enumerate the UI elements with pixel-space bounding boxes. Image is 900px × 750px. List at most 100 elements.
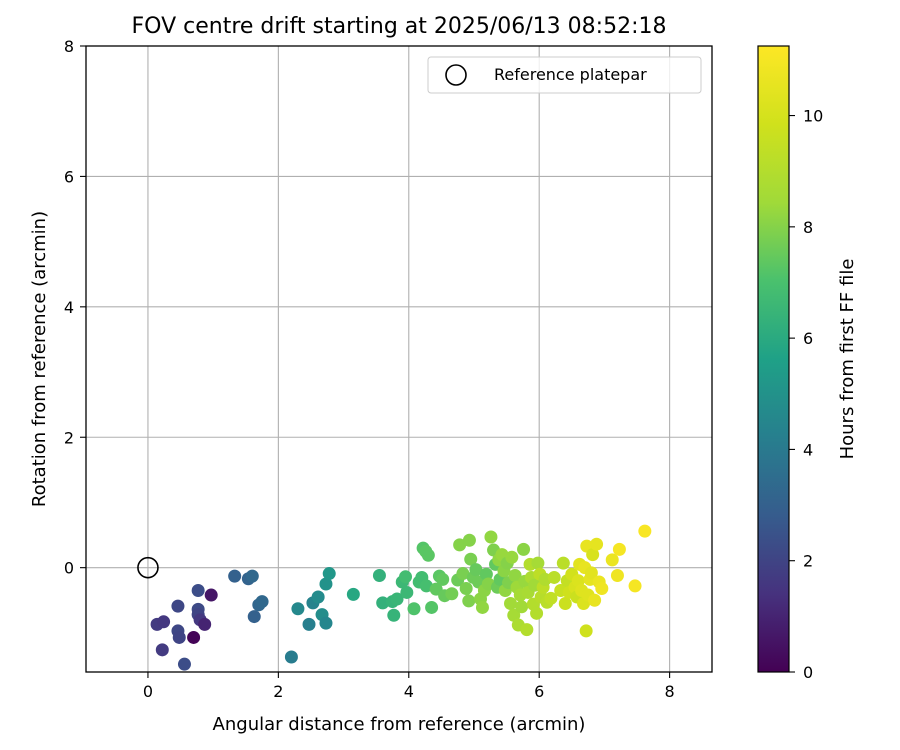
data-point-94 xyxy=(531,556,545,570)
data-point-24 xyxy=(311,590,325,604)
data-point-120 xyxy=(586,548,600,562)
data-point-125 xyxy=(605,553,619,567)
y-tick-label-1: 2 xyxy=(64,428,74,447)
data-point-52 xyxy=(453,538,467,552)
colorbar: 0 2 4 6 8 10 Hours from first FF file xyxy=(757,45,858,682)
plot-frame xyxy=(85,45,713,673)
data-point-16 xyxy=(245,569,259,583)
data-point-34 xyxy=(390,592,404,606)
data-point-62 xyxy=(475,600,489,614)
data-point-36 xyxy=(399,570,413,584)
data-point-122 xyxy=(590,537,604,551)
data-point-3 xyxy=(171,599,185,613)
data-point-93 xyxy=(530,606,544,620)
data-point-19 xyxy=(255,595,269,609)
data-point-5 xyxy=(172,630,186,644)
x-tick-label-2: 4 xyxy=(404,682,414,701)
legend-marker xyxy=(445,64,467,86)
data-point-56 xyxy=(462,533,476,547)
data-point-38 xyxy=(407,602,421,616)
data-point-45 xyxy=(425,600,439,614)
data-point-48 xyxy=(436,572,450,586)
colorbar-tick-label-4: 8 xyxy=(803,218,813,237)
colorbar-ticks: 0 2 4 6 8 10 xyxy=(789,107,823,682)
data-point-66 xyxy=(484,530,498,544)
data-point-27 xyxy=(319,577,333,591)
chart-title: FOV centre drift starting at 2025/06/13 … xyxy=(132,14,667,39)
data-point-64 xyxy=(479,567,493,581)
data-point-126 xyxy=(610,568,624,582)
data-point-124 xyxy=(595,582,609,596)
legend-entry: Reference platepar xyxy=(494,65,647,84)
data-point-50 xyxy=(445,587,459,601)
data-point-30 xyxy=(372,568,386,582)
data-point-104 xyxy=(558,597,572,611)
data-point-121 xyxy=(588,593,602,607)
x-tick-label-3: 6 xyxy=(534,682,544,701)
data-point-12 xyxy=(198,617,212,631)
y-tick-label-0: 0 xyxy=(64,559,74,578)
data-point-77 xyxy=(504,597,518,611)
data-point-2 xyxy=(155,643,169,657)
data-point-29 xyxy=(346,587,360,601)
data-point-28 xyxy=(322,567,336,581)
colorbar-tick-label-1: 2 xyxy=(803,552,813,571)
x-axis-label: Angular distance from reference (arcmin) xyxy=(213,714,586,735)
data-point-79 xyxy=(507,608,521,622)
data-point-80 xyxy=(508,568,522,582)
data-point-103 xyxy=(556,556,570,570)
data-point-127 xyxy=(612,542,626,556)
data-point-57 xyxy=(464,552,478,566)
legend-box xyxy=(427,56,702,94)
reference-platepar-marker xyxy=(137,556,159,579)
data-point-31 xyxy=(376,596,390,610)
data-point-14 xyxy=(228,569,242,583)
data-point-84 xyxy=(515,600,529,614)
x-tick-label-4: 8 xyxy=(665,682,675,701)
data-point-110 xyxy=(571,574,585,588)
x-axis-ticks: 0 2 4 6 8 xyxy=(143,672,675,701)
data-point-53 xyxy=(456,567,470,581)
data-point-37 xyxy=(400,585,414,599)
colorbar-gradient xyxy=(757,45,790,673)
data-point-26 xyxy=(319,616,333,630)
data-point-115 xyxy=(579,624,593,638)
x-tick-label-0: 0 xyxy=(143,682,153,701)
colorbar-tick-label-0: 0 xyxy=(803,663,813,682)
x-tick-label-1: 2 xyxy=(273,682,283,701)
y-axis-ticks: 0 2 4 6 8 xyxy=(64,37,86,578)
data-points xyxy=(150,524,652,671)
data-point-101 xyxy=(547,570,561,584)
data-point-43 xyxy=(421,548,435,562)
data-point-21 xyxy=(291,602,305,616)
y-tick-label-4: 8 xyxy=(64,37,74,56)
data-point-22 xyxy=(302,617,316,631)
data-point-87 xyxy=(520,623,534,637)
data-point-119 xyxy=(584,566,598,580)
y-tick-label-2: 4 xyxy=(64,298,74,317)
y-tick-label-3: 6 xyxy=(64,167,74,186)
data-point-17 xyxy=(247,610,261,624)
data-point-85 xyxy=(517,542,531,556)
data-point-1 xyxy=(157,615,171,629)
colorbar-tick-label-2: 4 xyxy=(803,440,813,459)
data-point-6 xyxy=(177,657,191,671)
data-point-8 xyxy=(191,583,205,597)
y-axis-label: Rotation from reference (arcmin) xyxy=(29,211,50,507)
data-point-129 xyxy=(638,524,652,538)
colorbar-tick-label-5: 10 xyxy=(803,107,823,126)
data-point-13 xyxy=(204,588,218,602)
colorbar-label: Hours from first FF file xyxy=(837,259,858,460)
data-point-55 xyxy=(462,594,476,608)
data-point-7 xyxy=(187,630,201,644)
data-point-78 xyxy=(505,550,519,564)
data-point-128 xyxy=(628,579,642,593)
data-point-100 xyxy=(544,591,558,605)
data-point-20 xyxy=(284,650,298,664)
data-point-59 xyxy=(469,563,483,577)
data-point-33 xyxy=(387,608,401,622)
data-point-54 xyxy=(459,582,473,596)
legend: Reference platepar xyxy=(427,56,702,94)
data-point-44 xyxy=(419,579,433,593)
